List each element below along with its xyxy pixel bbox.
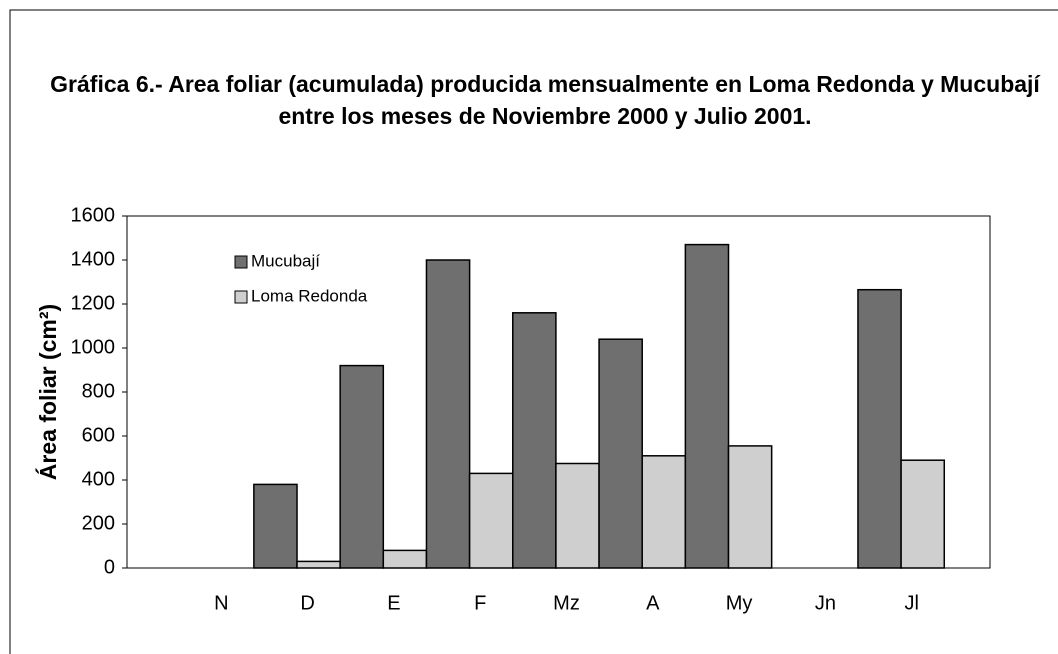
bar	[253, 483, 298, 569]
bar	[425, 259, 471, 569]
legend-label: Mucubají	[251, 251, 320, 270]
legend-swatch	[234, 255, 248, 269]
x-tick-label: A	[646, 592, 660, 614]
x-tick-label: E	[387, 592, 400, 614]
bar	[512, 312, 557, 569]
y-tick-label: 0	[104, 556, 115, 578]
y-tick-label: 800	[82, 380, 115, 402]
x-tick-label: D	[300, 592, 314, 614]
bar	[727, 445, 773, 569]
bar	[641, 455, 687, 569]
x-tick-label: Jl	[904, 592, 918, 614]
y-tick-label: 1600	[71, 204, 116, 226]
x-tick-label: My	[726, 592, 753, 614]
y-tick-label: 1400	[71, 248, 116, 270]
bar	[382, 549, 428, 569]
y-axis-label: Área foliar (cm²)	[34, 304, 61, 480]
bar	[339, 364, 385, 569]
y-tick-label: 600	[82, 424, 115, 446]
bar	[684, 243, 730, 569]
y-tick-label: 400	[82, 468, 115, 490]
bar	[296, 560, 341, 569]
legend-label: Loma Redonda	[251, 286, 368, 305]
y-tick-label: 1200	[71, 292, 116, 314]
bar	[900, 459, 946, 569]
bar	[468, 472, 514, 569]
y-tick-label: 200	[82, 512, 115, 534]
x-tick-label: F	[474, 592, 486, 614]
x-tick-label: N	[214, 592, 228, 614]
x-tick-label: Jn	[815, 592, 836, 614]
bar	[555, 462, 600, 569]
chart-frame	[9, 9, 1058, 654]
y-tick-label: 1000	[71, 336, 116, 358]
x-tick-label: Mz	[553, 592, 580, 614]
chart-title: Gráfica 6.- Area foliar (acumulada) prod…	[50, 71, 1040, 129]
bar	[598, 338, 643, 569]
bar	[857, 288, 902, 569]
legend-swatch	[234, 290, 248, 304]
